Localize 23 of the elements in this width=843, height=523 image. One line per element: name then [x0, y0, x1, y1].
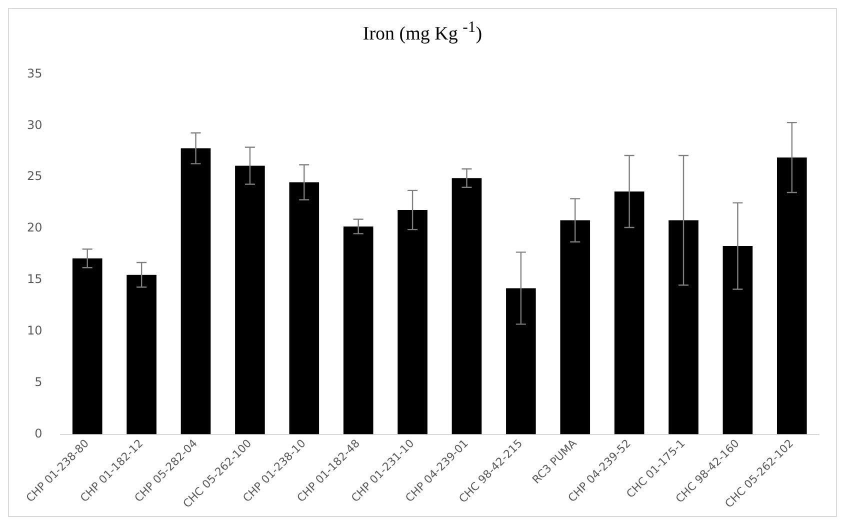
- bar: [452, 178, 482, 434]
- bar: [668, 220, 698, 434]
- bar: [614, 191, 644, 434]
- bar: [72, 258, 102, 434]
- bar: [343, 226, 374, 434]
- bar: [560, 220, 590, 434]
- y-tick-label: 10: [26, 324, 42, 338]
- bar: [777, 158, 807, 434]
- bar: [506, 288, 536, 434]
- y-tick-label: 35: [26, 66, 42, 80]
- chart-title: Iron (mg Kg $^{-1}$): [362, 18, 484, 46]
- bar: [126, 274, 156, 434]
- bar: [289, 182, 320, 434]
- bar: [398, 210, 428, 434]
- y-tick-label: 5: [34, 374, 42, 389]
- y-tick-label: 20: [26, 220, 42, 235]
- y-tick-label: 15: [26, 272, 42, 286]
- bar: [180, 148, 211, 434]
- bar: [235, 166, 265, 434]
- y-tick-label: 30: [26, 118, 42, 132]
- bar: [722, 246, 753, 434]
- y-tick-label: 0: [34, 426, 42, 440]
- y-tick-label: 25: [26, 169, 42, 184]
